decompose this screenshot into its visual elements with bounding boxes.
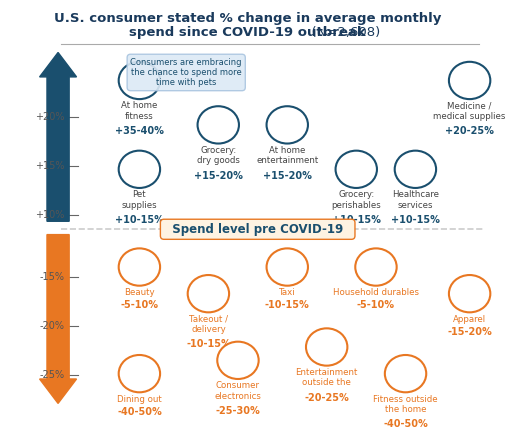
Text: Spend level pre COVID-19: Spend level pre COVID-19 (164, 223, 351, 236)
Text: -15%: -15% (39, 272, 65, 282)
Text: spend since COVID-19 outbreak: spend since COVID-19 outbreak (130, 26, 366, 39)
Text: Grocery:
dry goods: Grocery: dry goods (197, 146, 240, 165)
Text: Medicine /
medical supplies: Medicine / medical supplies (434, 101, 506, 121)
Text: +15%: +15% (35, 161, 65, 171)
Text: Consumer
electronics: Consumer electronics (215, 381, 262, 401)
Text: -20%: -20% (39, 320, 65, 331)
Text: Apparel: Apparel (453, 315, 486, 324)
Text: +15-20%: +15-20% (194, 171, 243, 181)
Text: -25%: -25% (39, 370, 65, 380)
Text: +20-25%: +20-25% (445, 126, 494, 136)
Circle shape (267, 106, 308, 143)
Text: Pet
supplies: Pet supplies (121, 190, 157, 210)
Text: -20-25%: -20-25% (304, 393, 349, 403)
Text: Taxi: Taxi (279, 288, 295, 297)
Text: Grocery:
perishables: Grocery: perishables (331, 190, 381, 210)
Text: (N=2,608): (N=2,608) (116, 26, 380, 39)
Text: Fitness outside
the home: Fitness outside the home (373, 395, 438, 414)
Text: +10%: +10% (35, 210, 65, 219)
Circle shape (449, 275, 490, 312)
FancyArrow shape (39, 52, 77, 221)
Circle shape (449, 62, 490, 99)
Circle shape (119, 355, 160, 392)
Text: Takeout /
delivery: Takeout / delivery (189, 315, 228, 334)
Text: Healthcare
services: Healthcare services (392, 190, 439, 210)
Circle shape (188, 275, 229, 312)
Text: +35-40%: +35-40% (115, 126, 164, 136)
Circle shape (395, 151, 436, 188)
Text: -40-50%: -40-50% (383, 419, 428, 430)
Text: At home
entertainment: At home entertainment (256, 146, 318, 165)
Circle shape (306, 329, 347, 366)
Text: Beauty: Beauty (124, 288, 155, 297)
Circle shape (119, 151, 160, 188)
Text: -5-10%: -5-10% (357, 300, 395, 310)
Text: Household durables: Household durables (333, 288, 419, 297)
Text: +15-20%: +15-20% (263, 171, 312, 181)
Circle shape (119, 249, 160, 286)
Text: At home
fitness: At home fitness (121, 101, 158, 121)
Circle shape (335, 151, 377, 188)
Text: Consumers are embracing
the chance to spend more
time with pets: Consumers are embracing the chance to sp… (131, 58, 242, 87)
Text: Dining out: Dining out (117, 395, 162, 404)
Text: -5-10%: -5-10% (120, 300, 158, 310)
Text: U.S. consumer stated % change in average monthly: U.S. consumer stated % change in average… (54, 13, 441, 25)
Circle shape (198, 106, 239, 143)
FancyArrow shape (39, 235, 77, 403)
Text: -10-15%: -10-15% (265, 300, 310, 310)
Text: +10-15%: +10-15% (332, 215, 381, 225)
Circle shape (355, 249, 397, 286)
Text: -10-15%: -10-15% (186, 339, 231, 350)
Text: +10-15%: +10-15% (115, 215, 164, 225)
Text: -25-30%: -25-30% (216, 406, 260, 416)
Text: +20%: +20% (35, 112, 65, 122)
Text: -15-20%: -15-20% (447, 327, 492, 337)
Circle shape (217, 342, 259, 379)
Circle shape (119, 62, 160, 99)
Text: -40-50%: -40-50% (117, 407, 162, 417)
Circle shape (267, 249, 308, 286)
Text: Entertainment
outside the: Entertainment outside the (295, 368, 358, 387)
Text: +10-15%: +10-15% (391, 215, 440, 225)
Circle shape (385, 355, 426, 392)
